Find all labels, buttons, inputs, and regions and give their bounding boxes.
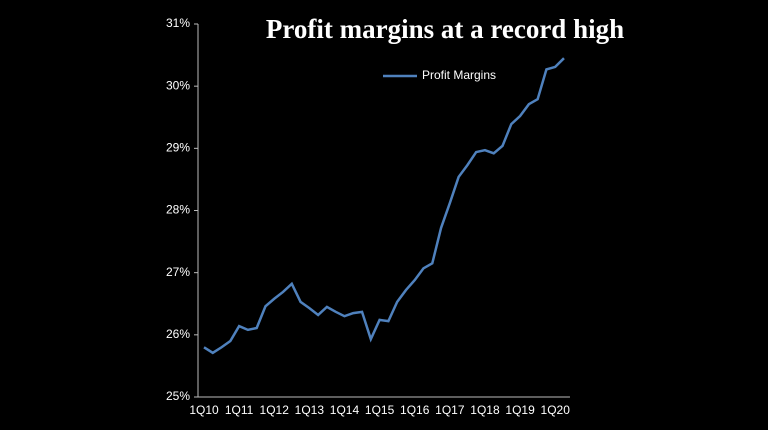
x-tick-label: 1Q11 (225, 403, 254, 417)
y-tick-label: 26% (166, 327, 190, 341)
y-tick-label: 29% (166, 141, 190, 155)
y-tick-label: 31% (166, 16, 190, 30)
legend-label: Profit Margins (422, 68, 496, 82)
x-tick-label: 1Q15 (365, 403, 395, 417)
x-tick-label: 1Q17 (435, 403, 465, 417)
data-line (203, 57, 565, 355)
x-tick-label: 1Q14 (330, 403, 360, 417)
x-tick-label: 1Q10 (189, 403, 219, 417)
x-tick-label: 1Q16 (400, 403, 430, 417)
x-tick-label: 1Q19 (505, 403, 535, 417)
y-tick-label: 25% (166, 389, 190, 403)
x-tick-label: 1Q18 (470, 403, 500, 417)
y-tick-label: 30% (166, 78, 190, 92)
x-tick-label: 1Q13 (295, 403, 325, 417)
chart-title: Profit margins at a record high (266, 14, 624, 44)
x-tick-label: 1Q20 (541, 403, 571, 417)
x-tick-label: 1Q12 (260, 403, 290, 417)
y-tick-label: 27% (166, 265, 190, 279)
y-tick-label: 28% (166, 203, 190, 217)
